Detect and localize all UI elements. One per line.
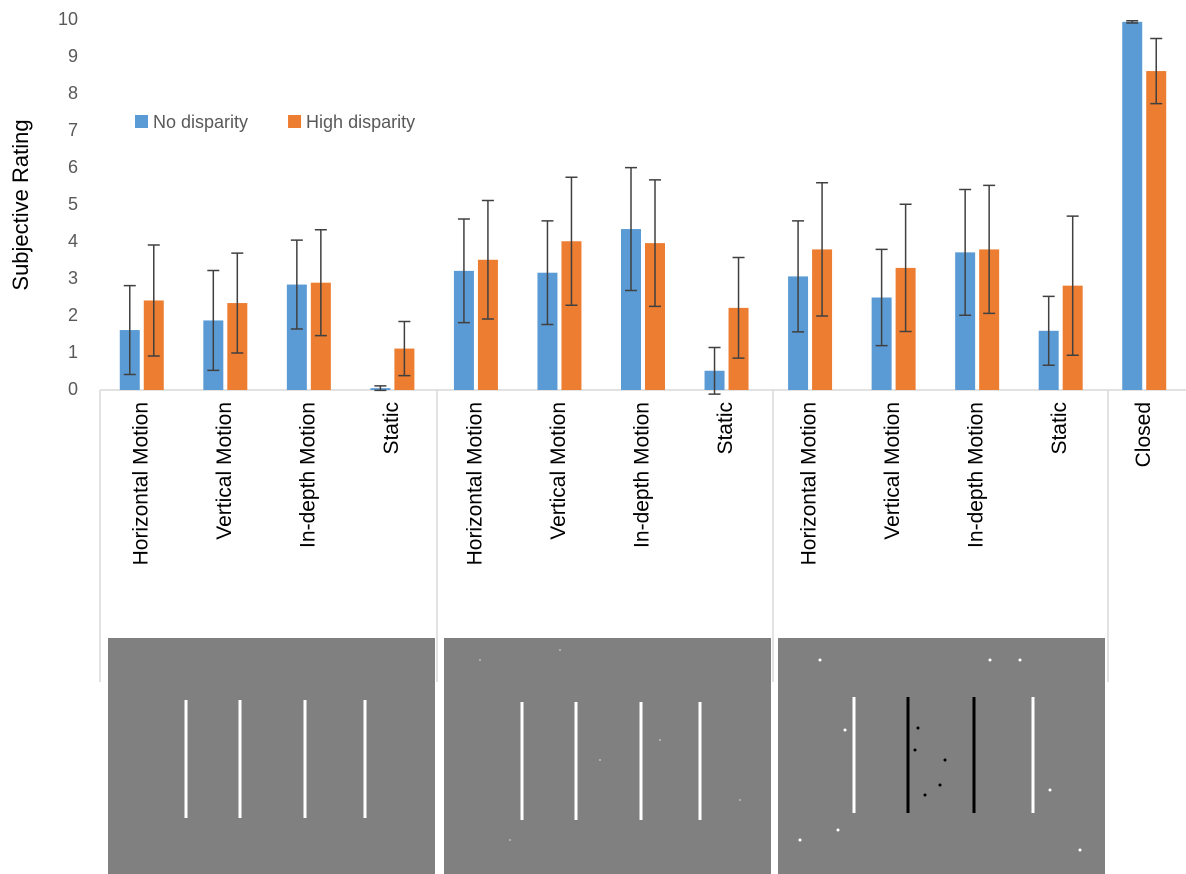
error-bar: [231, 252, 244, 354]
legend-swatch: [135, 115, 148, 128]
x-tick-label: In-depth Motion: [631, 402, 654, 548]
bar: [286, 284, 307, 390]
error-bar: [792, 220, 805, 333]
error-bar: [983, 184, 996, 315]
error-bar: [1066, 215, 1079, 356]
error-bar: [123, 284, 136, 376]
x-tick-label: Horizontal Motion: [129, 402, 152, 565]
legend-label: No disparity: [153, 112, 248, 132]
x-tick-label: In-depth Motion: [965, 402, 988, 548]
bar: [561, 241, 582, 390]
y-tick-label: 0: [68, 379, 78, 399]
y-axis-label: Subjective Rating: [8, 119, 33, 290]
error-bar: [207, 269, 220, 372]
error-bar: [625, 166, 637, 292]
y-tick-label: 4: [68, 231, 78, 251]
x-tick-label: Horizontal Motion: [463, 402, 486, 565]
x-tick-label: Closed: [1132, 402, 1155, 467]
y-tick-label: 6: [68, 157, 78, 177]
error-bar: [1150, 37, 1163, 105]
bar: [955, 252, 976, 390]
x-tick-label: Vertical Motion: [881, 402, 904, 540]
legend-label: High disparity: [306, 112, 415, 132]
bar: [1122, 21, 1143, 390]
y-tick-label: 3: [68, 268, 78, 288]
y-tick-label: 2: [68, 305, 78, 325]
legend-swatch: [288, 115, 302, 128]
bar: [621, 229, 641, 390]
error-bar: [732, 256, 745, 359]
error-bar: [398, 320, 411, 377]
error-bar: [314, 229, 327, 337]
x-tick-label: Static: [380, 402, 403, 455]
x-tick-label: Static: [714, 402, 737, 455]
bar: [477, 259, 498, 390]
bar: [645, 243, 665, 390]
error-bar: [147, 244, 160, 357]
y-tick-label: 7: [68, 120, 78, 140]
error-bar: [899, 203, 912, 333]
error-bar: [708, 346, 721, 395]
bar: [537, 272, 558, 390]
y-tick-label: 10: [58, 9, 78, 29]
y-tick-label: 9: [68, 46, 78, 66]
y-tick-label: 8: [68, 83, 78, 103]
error-bar: [875, 248, 888, 347]
error-bar: [959, 188, 972, 317]
bar: [788, 276, 809, 390]
x-tick-label: Static: [1048, 402, 1071, 455]
x-tick-label: Vertical Motion: [547, 402, 570, 540]
error-bar: [816, 182, 829, 317]
bar: [812, 249, 833, 390]
y-tick-label: 1: [68, 342, 78, 362]
error-bar: [374, 385, 387, 392]
error-bar: [649, 179, 661, 308]
separators: [99, 390, 1109, 682]
error-bar: [290, 239, 303, 330]
error-bar: [1042, 295, 1055, 366]
error-bar: [481, 199, 494, 320]
error-bar: [457, 218, 470, 324]
bar: [979, 249, 1000, 390]
y-tick-label: 5: [68, 194, 78, 214]
bar: [453, 270, 474, 390]
x-tick-label: Vertical Motion: [213, 402, 236, 540]
x-tick-label: In-depth Motion: [296, 402, 319, 548]
error-bar: [1126, 19, 1139, 24]
error-bar: [541, 220, 554, 326]
error-bar: [565, 176, 578, 307]
bar: [1146, 71, 1167, 390]
x-tick-label: Horizontal Motion: [798, 402, 821, 565]
stimulus-images: [108, 638, 1105, 874]
